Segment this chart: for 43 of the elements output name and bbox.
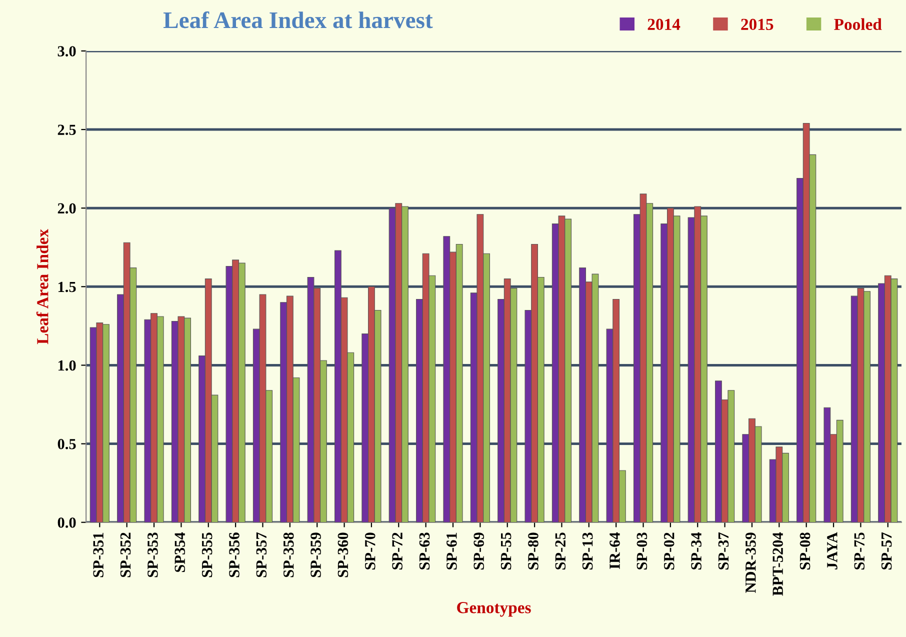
x-tick-label: SP-358 bbox=[283, 532, 294, 578]
y-axis-title: Leaf Area Index bbox=[36, 229, 48, 344]
x-tick-label: SP-360 bbox=[338, 532, 348, 578]
x-tick-label: SP-352 bbox=[120, 532, 131, 578]
x-tick-label: SP-03 bbox=[636, 532, 648, 570]
y-tick-label: 1.5 bbox=[58, 282, 76, 292]
y-tick-label: 0.0 bbox=[58, 517, 76, 528]
x-axis-title: Genotypes bbox=[457, 602, 531, 617]
x-tick-label: SP-57 bbox=[881, 532, 892, 570]
x-tick-label: SP-69 bbox=[474, 532, 484, 570]
x-tick-label: SP-34 bbox=[691, 532, 702, 570]
x-tick-label: SP-37 bbox=[718, 532, 729, 570]
y-tick-label: 1.0 bbox=[58, 360, 76, 371]
x-tick-label: SP-357 bbox=[256, 532, 267, 578]
x-tick-label: JAYA bbox=[827, 532, 838, 570]
x-tick-label: SP-353 bbox=[148, 532, 158, 578]
x-tick-label: SP-351 bbox=[93, 532, 104, 578]
x-tick-label: SP-72 bbox=[392, 532, 402, 570]
x-tick-label: SP-356 bbox=[229, 532, 240, 578]
x-tick-label: SP-55 bbox=[500, 532, 512, 570]
legend-label: 2015 bbox=[741, 18, 774, 30]
x-tick-label: SP-75 bbox=[854, 532, 865, 570]
legend-label: 2014 bbox=[648, 18, 680, 30]
x-tick-label: SP-02 bbox=[664, 532, 674, 570]
y-tick-label: 2.0 bbox=[58, 203, 76, 214]
x-tick-label: NDR-359 bbox=[746, 532, 756, 593]
x-tick-label: SP-359 bbox=[310, 532, 321, 578]
y-tick-label: 0.5 bbox=[58, 438, 76, 450]
x-tick-label: SP354 bbox=[174, 532, 186, 572]
x-tick-label: SP-70 bbox=[364, 532, 376, 570]
x-tick-label: SP-63 bbox=[419, 532, 430, 570]
legend-label: Pooled bbox=[834, 18, 882, 30]
x-tick-label: SP-355 bbox=[202, 532, 212, 578]
x-tick-label: SP-61 bbox=[446, 532, 457, 570]
x-tick-label: SP-13 bbox=[582, 532, 593, 570]
y-tick-label: 2.5 bbox=[58, 124, 76, 136]
x-tick-label: SP-25 bbox=[555, 532, 566, 570]
x-tick-label: SP-08 bbox=[800, 532, 810, 570]
y-tick-label: 3.0 bbox=[58, 46, 76, 56]
x-tick-label: SP-80 bbox=[528, 532, 538, 570]
x-tick-label: IR-64 bbox=[610, 532, 620, 569]
x-tick-label: BPT-5204 bbox=[772, 532, 783, 596]
chart-title: Leaf Area Index at harvest bbox=[163, 11, 433, 28]
